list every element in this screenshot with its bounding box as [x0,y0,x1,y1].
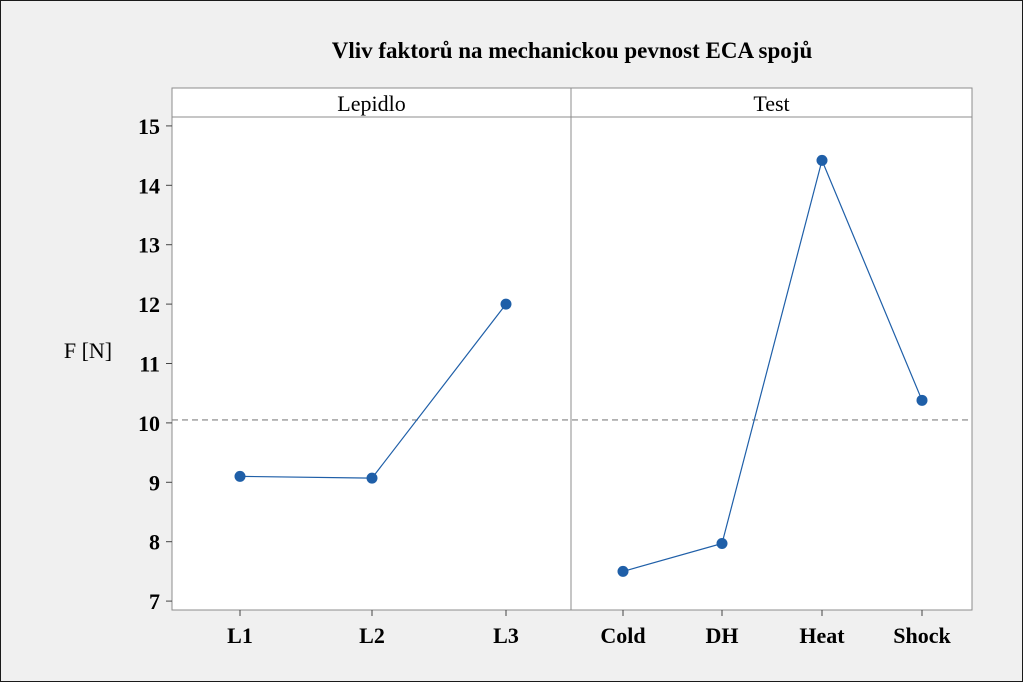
x-tick-label: DH [706,623,739,648]
chart-title: Vliv faktorů na mechanickou pevnost ECA … [332,38,813,63]
panel-label: Test [753,91,789,116]
y-tick-label: 12 [138,292,160,317]
plot-area: 7 8 9 10 11 12 13 14 15 Lepidlo L1 L2 L3 Test Cold DH He… [138,87,973,648]
plot-frame [171,87,973,611]
data-point [366,472,378,484]
y-tick-label: 10 [138,411,160,436]
y-tick-label: 11 [139,352,160,377]
y-tick-label: 13 [138,233,160,258]
y-tick-label: 15 [138,114,160,139]
data-point [500,298,512,310]
y-axis-label: F [N] [64,338,112,363]
x-tick-label: L2 [359,623,385,648]
x-tick-label: L3 [493,623,519,648]
x-tick-label: Shock [893,623,951,648]
y-tick-label: 14 [138,173,160,198]
series-line [622,158,923,572]
x-tick-label: L1 [227,623,253,648]
data-point [916,394,928,406]
x-tick-label: Cold [600,623,645,648]
y-tick-label: 7 [149,589,160,614]
y-tick-label: 9 [149,470,160,495]
data-point [234,470,246,482]
y-tick-label: 8 [149,530,160,555]
data-point [716,537,728,549]
data-point [617,565,629,577]
x-tick-label: Heat [799,623,845,648]
panel-label: Lepidlo [337,91,405,116]
data-point [816,154,828,166]
